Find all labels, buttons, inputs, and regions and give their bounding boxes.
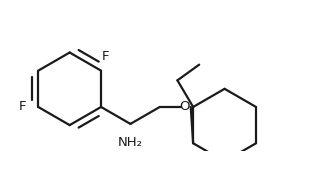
Text: NH₂: NH₂ <box>118 136 143 149</box>
Text: F: F <box>102 50 110 63</box>
Text: F: F <box>19 100 26 113</box>
Text: O: O <box>179 100 190 113</box>
